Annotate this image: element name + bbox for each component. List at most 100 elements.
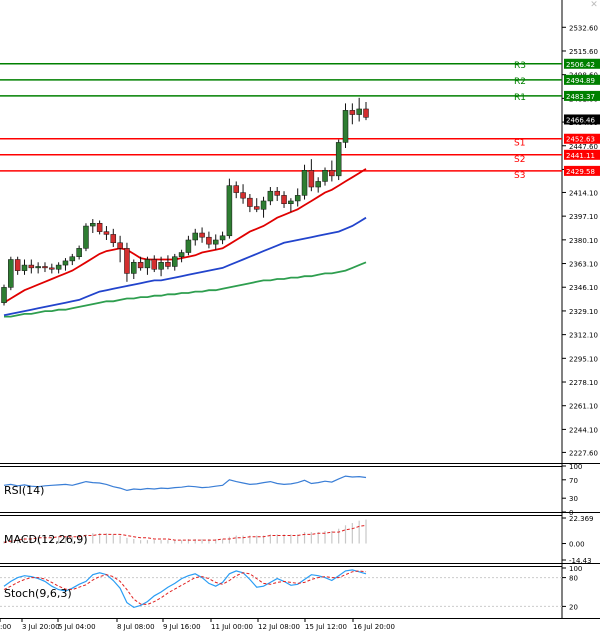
level-price-label: 2506.42 — [566, 61, 595, 69]
level-price-box — [564, 58, 600, 69]
level-name-r2: R2 — [514, 77, 526, 87]
candle-body — [219, 235, 226, 241]
candle-body — [69, 256, 76, 262]
rsi-line — [3, 475, 367, 492]
level-price-label: 2494.89 — [566, 77, 595, 85]
candle-body — [233, 185, 239, 193]
rsi-tick-label: 100 — [569, 463, 582, 471]
candle-body — [185, 239, 192, 253]
y-tick-label: 2380.10 — [569, 237, 598, 245]
candle-body — [144, 259, 151, 269]
macd-tick-label: 0.00 — [569, 541, 585, 549]
level-name-r1: R1 — [514, 93, 526, 103]
close-icon[interactable]: ✕ — [590, 0, 598, 10]
candle-body — [329, 170, 335, 177]
candle-body — [131, 262, 137, 274]
candle-body — [226, 185, 233, 237]
candle-body — [1, 287, 7, 303]
level-name-s1: S1 — [514, 139, 525, 149]
candle-body — [206, 236, 212, 245]
candle-body — [281, 195, 287, 204]
candle-body — [124, 248, 130, 274]
macd-tick-label: 22.369 — [569, 515, 594, 523]
y-tick-label: 2312.10 — [569, 332, 598, 340]
candle-body — [14, 259, 21, 271]
candle-body — [8, 259, 14, 288]
level-name-s2: S2 — [514, 155, 525, 165]
price-y-axis: 2532.602515.602498.602481.602464.602447.… — [562, 24, 598, 457]
x-tick-label: 16 Jul 20:00 — [353, 623, 395, 631]
x-tick-label: 15 Jul 12:00 — [305, 623, 347, 631]
rsi-tick-label: 30 — [569, 495, 578, 503]
x-axis: :00 3 Jul 20:005 Jul 04:00 8 Jul 08:00 9 Ju… — [0, 618, 395, 631]
candle-body — [151, 259, 158, 270]
candle-body — [62, 260, 69, 266]
candle-body — [178, 252, 185, 257]
candle-body — [253, 206, 260, 210]
ma-slow-line — [4, 261, 367, 318]
candle-body — [49, 267, 55, 270]
candle-body — [165, 262, 171, 267]
current-price-label: 2466.46 — [566, 116, 595, 124]
candle-body — [199, 232, 205, 238]
level-price-box — [564, 90, 600, 101]
candle-body — [294, 195, 301, 202]
x-tick-label: 12 Jul 08:00 — [258, 623, 300, 631]
level-price-label: 2452.63 — [566, 136, 595, 144]
candle-body — [240, 192, 246, 199]
x-tick-label: 3 Jul 20:00 — [22, 623, 60, 631]
candle-body — [274, 190, 280, 196]
x-tick-label: 8 Jul 08:00 — [117, 623, 155, 631]
candle-body — [301, 170, 308, 196]
candle-body — [260, 200, 267, 210]
stoch-tick-label: 80 — [569, 575, 578, 583]
candle-body — [90, 223, 96, 227]
stoch-signal-line — [3, 570, 367, 606]
level-price-box — [564, 133, 600, 144]
rsi-tick-label: 70 — [569, 477, 578, 485]
level-price-box — [564, 165, 600, 176]
macd-title: MACD(12,26,9) — [4, 533, 88, 546]
level-price-box — [564, 149, 600, 160]
candle-body — [21, 264, 28, 271]
candle-body — [288, 200, 294, 204]
candle-body — [349, 110, 356, 115]
candles — [1, 97, 369, 306]
y-tick-label: 2261.10 — [569, 403, 598, 411]
rsi-title: RSI(14) — [4, 484, 44, 497]
candle-body — [308, 170, 315, 188]
x-tick-label: 5 Jul 04:00 — [58, 623, 96, 631]
rsi-tick-label: 0 — [569, 509, 573, 517]
candle-body — [212, 239, 219, 245]
candle-body — [35, 266, 41, 269]
x-tick-label: 9 Jul 16:00 — [163, 623, 201, 631]
candle-body — [172, 256, 178, 267]
y-tick-label: 2295.10 — [569, 355, 598, 363]
stoch-title: Stoch(9,6,3) — [4, 587, 72, 600]
candle-body — [96, 223, 103, 232]
y-tick-label: 2397.10 — [569, 213, 598, 221]
candle-body — [342, 110, 349, 143]
candle-body — [267, 190, 274, 202]
candle-body — [335, 142, 342, 177]
candle-body — [55, 264, 62, 270]
y-tick-label: 2346.10 — [569, 284, 598, 292]
y-tick-label: 2447.60 — [569, 143, 598, 151]
y-tick-label: 2363.10 — [569, 261, 598, 269]
level-name-s3: S3 — [514, 171, 525, 181]
candle-body — [137, 262, 144, 269]
candle-body — [363, 108, 369, 118]
stoch-main-line — [3, 569, 367, 609]
candle-body — [158, 262, 164, 270]
candle-body — [315, 181, 321, 188]
ma-fast-line — [3, 168, 367, 304]
level-price-box — [564, 74, 600, 85]
candle-body — [110, 234, 117, 244]
y-tick-label: 2278.10 — [569, 379, 598, 387]
candle-body — [28, 264, 35, 269]
y-tick-label: 2227.60 — [569, 449, 598, 457]
candle-body — [76, 248, 82, 257]
y-tick-label: 2515.60 — [569, 48, 598, 56]
